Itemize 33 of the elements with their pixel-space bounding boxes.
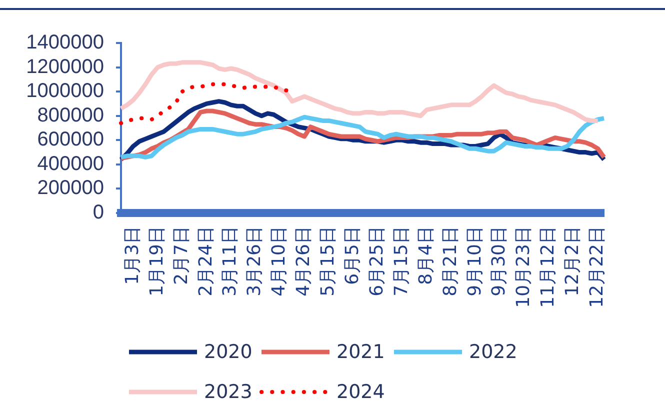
legend-label: 2023	[204, 380, 252, 403]
y-tick-label: 1000000	[26, 80, 104, 102]
x-tick-label: 8月21日	[440, 226, 461, 296]
y-tick-label: 800000	[37, 104, 104, 126]
x-tick-label: 4月10日	[268, 226, 290, 296]
legend-label: 2024	[336, 380, 385, 403]
x-tick-label: 5月15日	[318, 226, 339, 296]
legend-label: 2020	[204, 340, 252, 363]
x-tick-label: 4月26日	[293, 226, 314, 296]
x-tick-label: 9月10日	[464, 226, 486, 296]
x-tick-label: 3月11日	[220, 226, 241, 296]
x-tick-label: 11月12日	[538, 226, 559, 308]
y-tick-label: 400000	[37, 152, 104, 175]
x-tick-label: 8月4日	[415, 226, 436, 285]
y-tick-label: 1200000	[26, 56, 104, 78]
x-tick-label: 1月19日	[146, 226, 168, 296]
x-tick-label: 6月5日	[342, 226, 363, 285]
y-tick-label: 0	[92, 202, 104, 224]
y-tick-label: 200000	[37, 177, 104, 200]
x-tick-label: 7月15日	[390, 226, 412, 296]
x-tick-label: 3月26日	[244, 226, 266, 296]
legend-label: 2022	[469, 340, 518, 363]
x-tick-label: 12月2日	[562, 226, 584, 296]
x-tick-label: 6月25日	[366, 226, 388, 296]
legend-label: 2021	[336, 340, 385, 363]
y-tick-label: 1400000	[26, 32, 104, 54]
x-tick-label: 2月7日	[170, 226, 192, 285]
x-tick-label: 10月23日	[513, 226, 534, 308]
x-tick-label: 2月24日	[195, 226, 216, 296]
x-tick-label: 1月3日	[122, 226, 143, 285]
y-tick-label: 600000	[37, 128, 104, 151]
x-tick-label: 9月30日	[488, 226, 510, 296]
x-tick-label: 12月22日	[586, 226, 608, 308]
